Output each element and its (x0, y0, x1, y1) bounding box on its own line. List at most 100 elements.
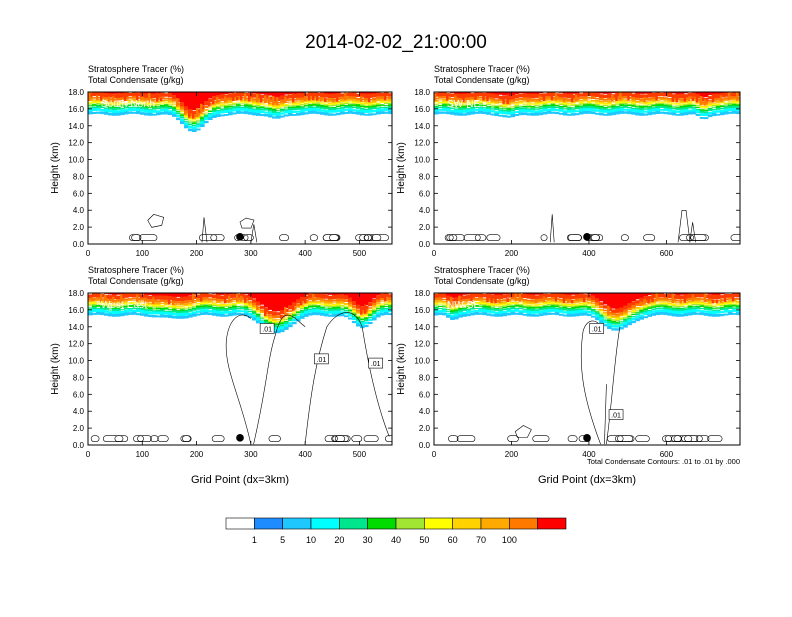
figure-title: 2014-02-02_21:00:00 (0, 32, 792, 54)
contour-label: .01 (262, 326, 272, 333)
y-tick-label: 2.0 (73, 424, 85, 433)
panel-name: South-North (101, 99, 155, 110)
y-tick-label: 18.0 (414, 289, 430, 298)
contour-label: .01 (317, 357, 327, 364)
colorbar-label: 5 (280, 535, 285, 545)
y-tick-label: 14.0 (414, 323, 430, 332)
x-tick-label: 200 (190, 249, 204, 258)
x-tick-label: 500 (353, 450, 367, 459)
colorbar-swatch (481, 518, 509, 529)
x-tick-label: 200 (505, 450, 519, 459)
y-tick-label: 6.0 (73, 189, 85, 198)
y-tick-label: 12.0 (414, 340, 430, 349)
colorbar-label: 10 (306, 535, 316, 545)
y-axis-label: Height (km) (50, 142, 61, 194)
x-tick-label: 100 (136, 249, 150, 258)
y-axis-label: Height (km) (396, 343, 407, 395)
y-tick-label: 14.0 (68, 323, 84, 332)
x-tick-label: 0 (86, 249, 91, 258)
colorbar-swatch (509, 518, 537, 529)
y-tick-label: 8.0 (73, 172, 85, 181)
x-tick-label: 100 (136, 450, 150, 459)
location-marker (236, 233, 244, 241)
y-tick-label: 10.0 (414, 357, 430, 366)
x-tick-label: 400 (582, 249, 596, 258)
location-marker (583, 434, 591, 442)
x-axis-label: Grid Point (dx=3km) (538, 474, 636, 486)
colorbar-swatch (283, 518, 311, 529)
panel-name: SW-NE (447, 99, 480, 110)
colorbar-label: 1 (252, 535, 257, 545)
contour-label: .01 (371, 361, 381, 368)
plot-background (88, 92, 392, 244)
y-tick-label: 16.0 (414, 306, 430, 315)
y-tick-label: 0.0 (73, 240, 85, 249)
y-tick-label: 2.0 (419, 223, 431, 232)
panel-title-tracer: Stratosphere Tracer (%) (88, 265, 184, 275)
x-tick-label: 500 (353, 249, 367, 258)
plot-background (434, 92, 740, 244)
colorbar-swatch (396, 518, 424, 529)
y-tick-label: 8.0 (73, 373, 85, 382)
panel-title-tracer: Stratosphere Tracer (%) (434, 265, 530, 275)
x-tick-label: 400 (298, 249, 312, 258)
panel-title-condensate: Total Condensate (g/kg) (88, 276, 184, 286)
colorbar-label: 40 (391, 535, 401, 545)
y-tick-label: 12.0 (68, 139, 84, 148)
colorbar-swatch (339, 518, 367, 529)
panel-name: West-East (101, 300, 147, 311)
y-axis-label: Height (km) (50, 343, 61, 395)
x-axis-label: Grid Point (dx=3km) (191, 474, 289, 486)
colorbar (226, 518, 566, 529)
x-tick-label: 300 (244, 249, 258, 258)
panel-west-east (88, 289, 399, 445)
colorbar-swatch (424, 518, 452, 529)
x-tick-label: 0 (432, 249, 437, 258)
contour-footnote: Total Condensate Contours: .01 to .01 by… (587, 457, 740, 466)
y-tick-label: 4.0 (419, 206, 431, 215)
y-tick-label: 18.0 (68, 88, 84, 97)
colorbar-label: 20 (334, 535, 344, 545)
colorbar-swatch (254, 518, 282, 529)
y-tick-label: 6.0 (419, 189, 431, 198)
y-tick-label: 4.0 (73, 206, 85, 215)
y-tick-label: 14.0 (68, 122, 84, 131)
panel-south-north (88, 88, 393, 244)
x-tick-label: 600 (660, 249, 674, 258)
colorbar-swatch (538, 518, 566, 529)
colorbar-label: 50 (419, 535, 429, 545)
x-tick-label: 0 (86, 450, 91, 459)
y-tick-label: 4.0 (73, 407, 85, 416)
y-tick-label: 16.0 (414, 105, 430, 114)
y-tick-label: 10.0 (414, 156, 430, 165)
y-tick-label: 14.0 (414, 122, 430, 131)
panel-title-tracer: Stratosphere Tracer (%) (434, 64, 530, 74)
y-tick-label: 18.0 (68, 289, 84, 298)
panel-title-tracer: Stratosphere Tracer (%) (88, 64, 184, 74)
y-tick-label: 12.0 (68, 340, 84, 349)
y-tick-label: 4.0 (419, 407, 431, 416)
y-tick-label: 18.0 (414, 88, 430, 97)
contour-label: .01 (611, 413, 621, 420)
panel-name: NW-SE (447, 300, 480, 311)
y-tick-label: 2.0 (419, 424, 431, 433)
x-tick-label: 200 (505, 249, 519, 258)
colorbar-swatch (453, 518, 481, 529)
panel-title-condensate: Total Condensate (g/kg) (434, 276, 530, 286)
panel-nw-se (434, 289, 741, 445)
contour-label: .01 (592, 326, 602, 333)
colorbar-label: 60 (448, 535, 458, 545)
x-tick-label: 200 (190, 450, 204, 459)
x-tick-label: 400 (298, 450, 312, 459)
y-tick-label: 10.0 (68, 357, 84, 366)
y-tick-label: 8.0 (419, 373, 431, 382)
y-tick-label: 6.0 (419, 390, 431, 399)
location-marker (236, 434, 244, 442)
y-axis-label: Height (km) (396, 142, 407, 194)
x-tick-label: 0 (432, 450, 437, 459)
colorbar-swatch (311, 518, 339, 529)
y-tick-label: 2.0 (73, 223, 85, 232)
colorbar-label: 100 (502, 535, 517, 545)
